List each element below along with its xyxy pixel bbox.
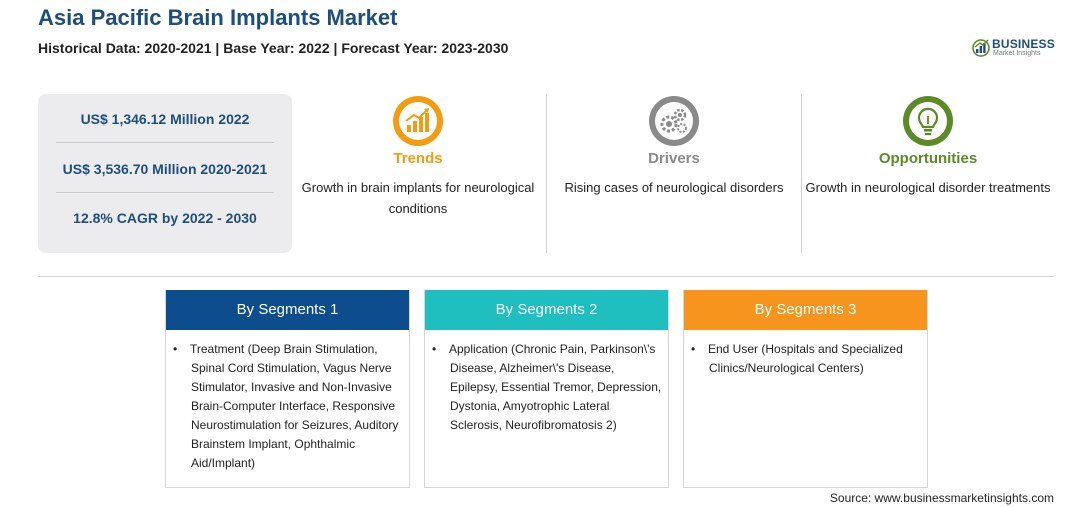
logo-tagline: Market Insights	[993, 50, 1041, 57]
kpi-text: Growth in neurological disorder treatmen…	[805, 180, 1051, 195]
stat-market-value-2022: US$ 1,346.12 Million 2022	[80, 111, 250, 127]
gears-icon	[647, 94, 701, 148]
stat-cagr: 12.8% CAGR by 2022 - 2030	[73, 210, 257, 226]
kpi-text: Growth in brain implants for neurologica…	[301, 180, 535, 216]
segment-item: • End User (Hospitals and Specialized Cli…	[691, 340, 921, 378]
segment-header: By Segments 1	[166, 290, 409, 330]
segment-body: • Treatment (Deep Brain Stimulation, Spin…	[166, 330, 409, 473]
page-title: Asia Pacific Brain Implants Market	[38, 5, 398, 30]
logo-name: BUSINESS	[992, 37, 1055, 51]
lightbulb-icon	[901, 94, 955, 148]
growth-chart-icon	[391, 94, 445, 148]
horizontal-divider	[38, 276, 1054, 277]
logo-globe-icon	[972, 39, 990, 57]
kpi-opportunities: Opportunities Growth in neurological dis…	[803, 94, 1053, 198]
segment-item: • Application (Chronic Pain, Parkinson\'s…	[432, 340, 662, 435]
segment-item: • Treatment (Deep Brain Stimulation, Spin…	[173, 340, 403, 473]
bullet-icon: •	[691, 342, 696, 356]
segment-item-text: Application (Chronic Pain, Parkinson\'s …	[449, 342, 662, 432]
stat-divider	[56, 142, 274, 143]
segment-header: By Segments 2	[425, 290, 668, 330]
segment-body: • Application (Chronic Pain, Parkinson\'s…	[425, 330, 668, 435]
stat-market-value-historical: US$ 3,536.70 Million 2020-2021	[62, 161, 268, 177]
bullet-icon: •	[432, 342, 437, 356]
vertical-divider	[801, 94, 802, 253]
segment-item-text: End User (Hospitals and Specialized Clin…	[708, 342, 903, 375]
segment-header: By Segments 3	[684, 290, 927, 330]
segment-item-text: Treatment (Deep Brain Stimulation, Spina…	[190, 342, 399, 470]
kpi-text: Rising cases of neurological disorders	[564, 180, 784, 195]
vertical-divider	[546, 94, 547, 253]
kpi-title: Trends	[393, 150, 443, 167]
segment-card-1: By Segments 1 • Treatment (Deep Brain Sti…	[165, 290, 410, 488]
stat-divider	[56, 192, 274, 193]
kpi-title: Opportunities	[878, 150, 978, 167]
segment-card-2: By Segments 2 • Application (Chronic Pain…	[424, 290, 669, 488]
kpi-drivers: Drivers Rising cases of neurological dis…	[549, 94, 799, 198]
segment-body: • End User (Hospitals and Specialized Cli…	[684, 330, 927, 378]
page-subtitle: Historical Data: 2020-2021 | Base Year: …	[38, 40, 509, 56]
source-note: Source: www.businessmarketinsights.com	[829, 491, 1054, 505]
company-logo: BUSINESS Market Insights	[972, 36, 1062, 62]
segment-card-3: By Segments 3 • End User (Hospitals and S…	[683, 290, 928, 488]
stats-panel: US$ 1,346.12 Million 2022 US$ 3,536.70 M…	[38, 94, 292, 253]
bullet-icon: •	[173, 342, 178, 356]
kpi-title: Drivers	[648, 150, 700, 167]
kpi-trends: Trends Growth in brain implants for neur…	[293, 94, 543, 219]
